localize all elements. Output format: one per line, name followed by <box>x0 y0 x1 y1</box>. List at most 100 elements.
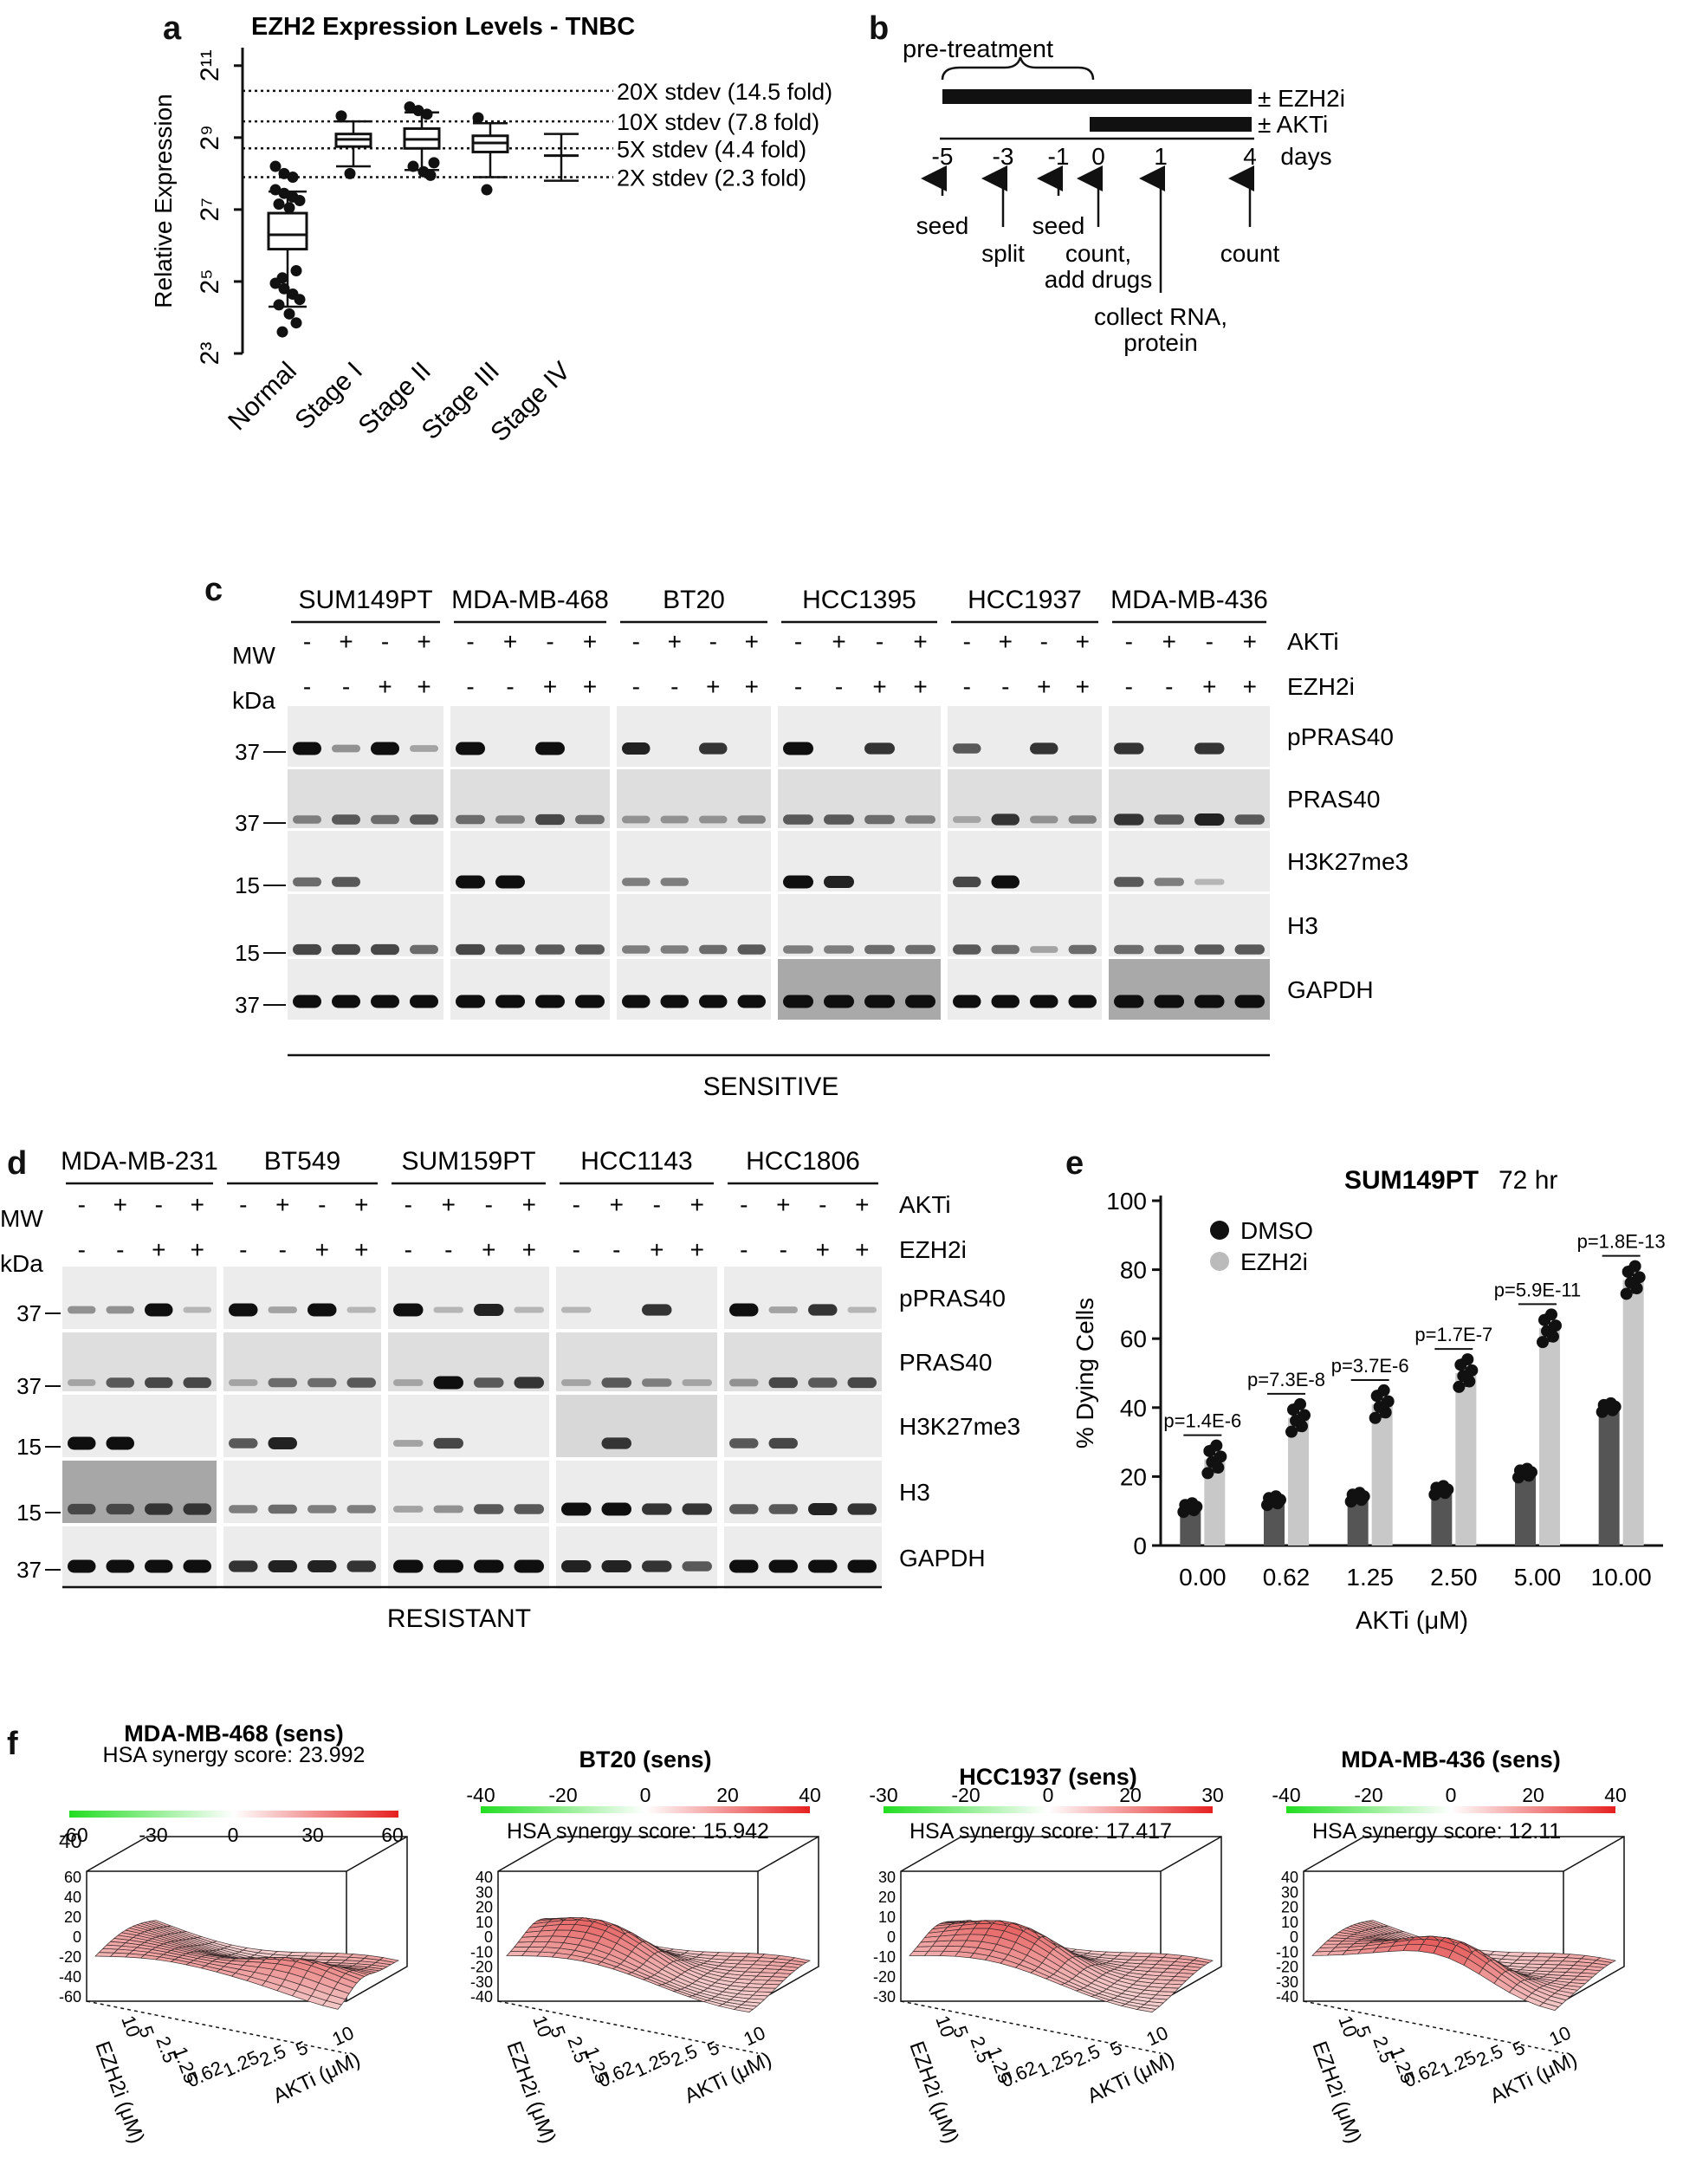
blot-band <box>642 1304 672 1316</box>
mw-marker: 15 <box>235 872 260 898</box>
blot-target-label: pPRAS40 <box>1287 723 1394 750</box>
blot-band <box>535 742 565 755</box>
blot-band <box>601 1377 631 1388</box>
ezh2i-axis-label: EZH2i (μM) <box>1307 2038 1365 2147</box>
panel-e-x-label: AKTi (μM) <box>1356 1607 1468 1635</box>
blot-band <box>106 1559 134 1573</box>
color-scale-label: 0 <box>1446 1784 1457 1806</box>
mw-marker: 15 <box>235 940 260 966</box>
blot-band <box>535 995 565 1008</box>
panel-e-x-tick-label: 0.00 <box>1179 1564 1227 1591</box>
blot-band <box>433 1306 463 1313</box>
z-tick-label: 40 <box>64 1889 81 1906</box>
z-tick-label: -10 <box>1276 1943 1298 1960</box>
blot-band <box>307 1377 337 1388</box>
surface-cell <box>379 1957 400 1963</box>
akti-sign: - <box>466 628 474 655</box>
data-point <box>1453 1380 1466 1393</box>
blot-strip <box>1109 706 1270 767</box>
mw-label: MW <box>0 1205 43 1232</box>
blot-band <box>495 815 525 824</box>
blot-band <box>824 995 854 1008</box>
ezh2i-sign: + <box>191 1236 204 1263</box>
panel-a-box <box>471 121 509 178</box>
akti-sign: + <box>191 1191 204 1218</box>
blot-band <box>601 1502 631 1516</box>
timeline-event: count, <box>1065 240 1131 267</box>
ezh2i-axis-label: EZH2i (μM) <box>502 2038 560 2147</box>
blot-band <box>433 1505 463 1513</box>
z-tick-label: -20 <box>59 1948 81 1966</box>
blot-band <box>229 1505 258 1513</box>
blot-band <box>1154 995 1184 1008</box>
ezh2i-sign: - <box>670 673 678 700</box>
data-point <box>1545 1308 1557 1321</box>
blot-band <box>393 1440 424 1447</box>
blot-band <box>456 742 485 755</box>
cell-line-label: HCC1806 <box>746 1147 860 1176</box>
blot-band <box>293 995 321 1008</box>
ezh2i-sign: + <box>1037 673 1051 700</box>
color-scale-label: -40 <box>1272 1784 1300 1806</box>
ezh2i-sign: + <box>378 673 392 700</box>
blot-band <box>268 1559 297 1573</box>
ezh2i-sign: + <box>583 673 597 700</box>
blot-band <box>783 875 813 889</box>
akti-sign: - <box>632 628 640 655</box>
z-tick-label: -60 <box>59 1988 81 2006</box>
panel-a-box <box>544 133 579 182</box>
blot-band <box>729 1303 759 1317</box>
panel-f-surfaces: MDA-MB-468 (sens)HSA synergy score: 23.9… <box>59 1724 1627 2147</box>
akti-tick-label: 10 <box>1546 2022 1575 2051</box>
akti-sign: - <box>303 628 311 655</box>
data-point <box>1290 1414 1302 1427</box>
timeline-day: 4 <box>1243 143 1257 170</box>
akti-sign: + <box>690 1191 704 1218</box>
panel-a-title: EZH2 Expression Levels - TNBC <box>251 13 635 41</box>
ezh2i-sign: - <box>116 1236 124 1263</box>
bar <box>1288 1417 1309 1546</box>
blot-band <box>68 1306 96 1314</box>
blot-strip <box>450 959 610 1020</box>
synergy-plot: MDA-MB-436 (sens) HSA synergy score: 12.1… <box>1272 1747 1626 2147</box>
panel-a-point <box>407 160 419 172</box>
blot-band <box>474 1377 504 1388</box>
bar <box>1515 1473 1536 1546</box>
blot-band <box>456 995 485 1008</box>
blot-band <box>106 1306 134 1314</box>
akti-sign: + <box>1076 628 1090 655</box>
blot-band <box>1030 815 1058 824</box>
panel-a-point <box>273 198 285 211</box>
blot-band <box>783 995 813 1008</box>
panel-a-point <box>472 112 484 124</box>
blot-band <box>682 1503 712 1515</box>
ezh2i-sign: - <box>1001 673 1009 700</box>
mw-marker: 15 <box>16 1434 42 1460</box>
panel-a-ref-label: 2X stdev (2.3 fold) <box>617 165 806 191</box>
ezh2i-sign: + <box>522 1236 536 1263</box>
mw-marker: 37 <box>235 739 260 765</box>
blot-band <box>514 1504 544 1514</box>
color-scale-label: 20 <box>1522 1784 1544 1806</box>
akti-tick-label: 5 <box>1107 2037 1126 2061</box>
color-scale-bar <box>481 1806 810 1813</box>
kda-label: kDa <box>232 687 275 714</box>
blot-band <box>229 1438 258 1448</box>
akti-sign: + <box>275 1191 289 1218</box>
blot-band <box>783 742 813 755</box>
panel-a-box <box>334 120 372 168</box>
blot-band <box>642 1378 672 1387</box>
blot-target-label: pPRAS40 <box>899 1285 1006 1312</box>
z-tick-label: 20 <box>64 1909 81 1926</box>
ezh2i-sign: - <box>342 673 350 700</box>
color-scale-label: 30 <box>301 1824 324 1846</box>
blot-band <box>346 1377 376 1388</box>
z-tick-label: 0 <box>887 1928 896 1946</box>
data-point <box>1437 1480 1450 1493</box>
panel-a-x-label: Normal <box>223 357 302 437</box>
z-tick-label: -30 <box>470 1973 493 1991</box>
color-scale-bar <box>1286 1806 1615 1813</box>
data-point <box>1186 1497 1199 1510</box>
blot-band <box>1030 946 1058 953</box>
blot-band <box>293 943 321 956</box>
